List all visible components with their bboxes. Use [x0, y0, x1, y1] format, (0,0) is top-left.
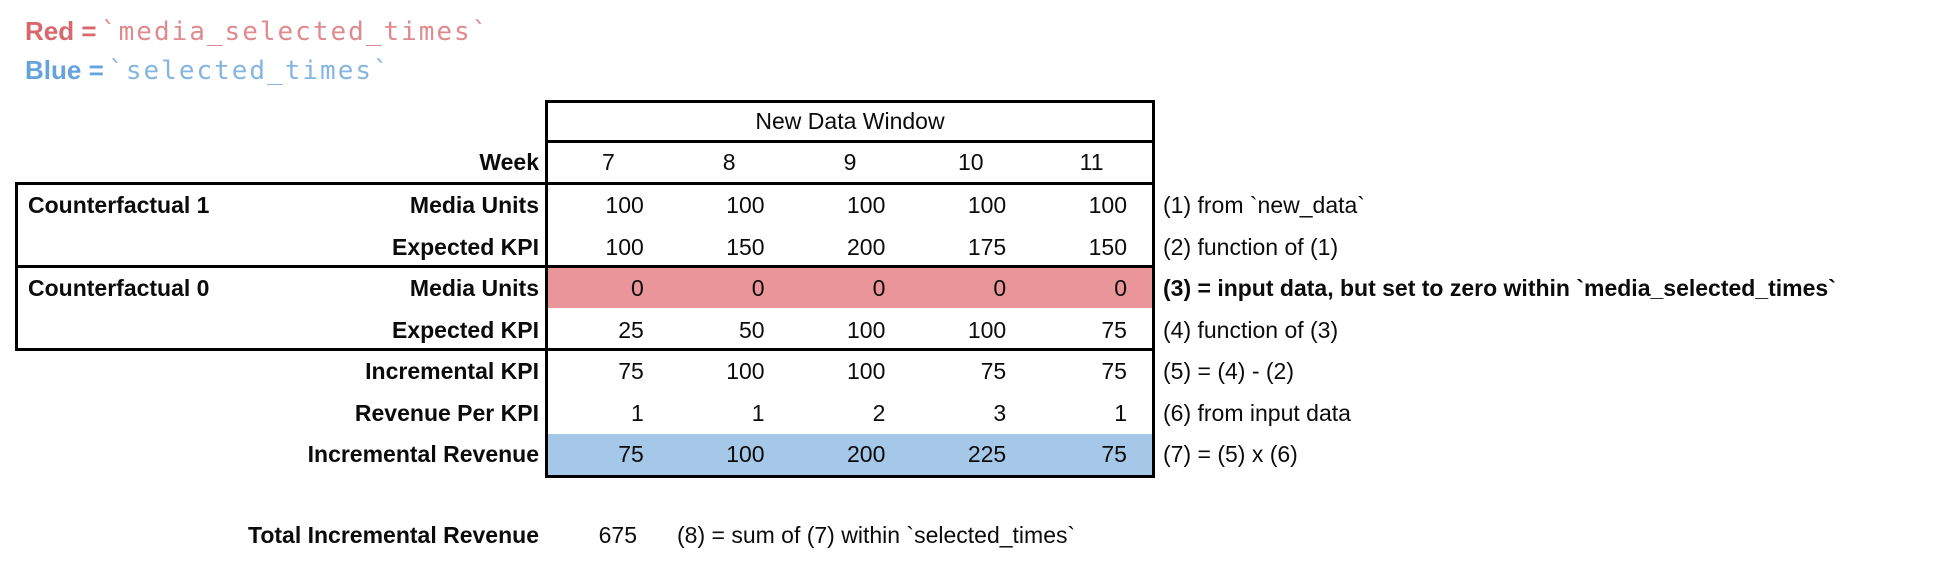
row-label: Expected KPI	[392, 234, 539, 260]
group-label-counterfactual-0: Counterfactual 0	[28, 275, 210, 301]
total-value: 675	[598, 522, 637, 548]
row-label: Media Units	[409, 275, 539, 301]
value-cell: 150	[1088, 234, 1127, 260]
value-cell: 100	[1088, 192, 1127, 218]
value-cell: 25	[618, 317, 644, 343]
week-label: Week	[479, 149, 539, 175]
value-cell: 100	[967, 317, 1007, 343]
value-cell: 75	[980, 358, 1007, 384]
value-cell: 1	[751, 400, 765, 426]
counterfactual-0-box	[15, 265, 548, 351]
line-between-counterfactuals	[545, 265, 1155, 268]
row-values: 1 1 2 3 1	[548, 392, 1152, 434]
table-row-cf0-media-units: Counterfactual 0 Media Units 0 0 0 0 0 (…	[0, 268, 1960, 309]
value-cell: 1	[1114, 400, 1127, 426]
value-cell: 75	[1101, 441, 1127, 467]
table-row-cf0-expected-kpi: Expected KPI 25 50 100 100 75 (4) functi…	[0, 309, 1960, 351]
week-numbers: 7 8 9 10 11	[548, 143, 1152, 182]
red-highlight-band	[548, 268, 1152, 308]
value-cell: 75	[618, 358, 644, 384]
value-cell: 200	[847, 441, 886, 467]
value-cell: 75	[618, 441, 644, 467]
total-annotation: (8) = sum of (7) within `selected_times`	[677, 522, 1076, 548]
week-cell: 8	[722, 149, 736, 175]
new-data-window-header: New Data Window	[755, 108, 945, 134]
total-label: Total Incremental Revenue	[248, 522, 539, 548]
row-annotation: (1) from `new_data`	[1163, 192, 1365, 218]
table-row-incremental-revenue: Incremental Revenue 75 100 200 225 75 (7…	[0, 434, 1960, 475]
total-row: Total Incremental Revenue 675 (8) = sum …	[0, 514, 1960, 556]
row-values-blue-highlight: 75 100 200 225 75	[548, 434, 1152, 475]
value-cell: 100	[726, 192, 765, 218]
row-annotation: (7) = (5) x (6)	[1163, 441, 1298, 467]
row-label: Incremental KPI	[365, 358, 539, 384]
value-cell: 50	[739, 317, 765, 343]
row-values: 100 100 100 100 100	[548, 185, 1152, 226]
row-label: Expected KPI	[392, 317, 539, 343]
value-cell: 3	[993, 400, 1007, 426]
value-cell: 2	[872, 400, 886, 426]
value-cell: 100	[847, 192, 886, 218]
value-cell: 100	[847, 358, 886, 384]
value-cell: 100	[605, 234, 644, 260]
value-cell: 75	[1101, 317, 1127, 343]
value-cell: 100	[847, 317, 886, 343]
week-cell: 10	[957, 149, 984, 175]
line-below-week-row	[545, 182, 1155, 185]
row-values: 25 50 100 100 75	[548, 309, 1152, 351]
row-annotation: (6) from input data	[1163, 400, 1351, 426]
value-cell: 225	[967, 441, 1007, 467]
row-annotation: (5) = (4) - (2)	[1163, 358, 1294, 384]
row-annotation: (3) = input data, but set to zero within…	[1163, 275, 1836, 301]
value-cell: 0	[1114, 275, 1127, 301]
value-cell: 150	[726, 234, 765, 260]
value-cell: 0	[872, 275, 886, 301]
value-cell: 75	[1101, 358, 1127, 384]
row-label: Incremental Revenue	[307, 441, 539, 467]
blue-highlight-band	[548, 434, 1152, 475]
value-cell: 0	[993, 275, 1007, 301]
legend-blue-code: `selected_times`	[108, 56, 391, 86]
table-row-revenue-per-kpi: Revenue Per KPI 1 1 2 3 1 (6) from input…	[0, 392, 1960, 434]
table-row-cf1-media-units: Counterfactual 1 Media Units 100 100 100…	[0, 185, 1960, 226]
row-values-red-highlight: 0 0 0 0 0	[548, 268, 1152, 309]
row-values: 75 100 100 75 75	[548, 351, 1152, 392]
value-cell: 100	[967, 192, 1007, 218]
value-cell: 100	[726, 358, 765, 384]
row-values: 100 150 200 175 150	[548, 226, 1152, 268]
week-header-row: Week 7 8 9 10 11	[0, 143, 1960, 182]
row-annotation: (2) function of (1)	[1163, 234, 1339, 260]
table-row-cf1-expected-kpi: Expected KPI 100 150 200 175 150 (2) fun…	[0, 226, 1960, 268]
value-cell: 100	[726, 441, 765, 467]
row-annotation: (4) function of (3)	[1163, 317, 1339, 343]
week-cell: 9	[843, 149, 857, 175]
row-label: Media Units	[409, 192, 539, 218]
legend-blue-line: Blue = `selected_times`	[25, 55, 391, 86]
legend-red-code: `media_selected_times`	[100, 17, 490, 47]
line-below-window-header	[545, 140, 1155, 143]
value-cell: 100	[605, 192, 644, 218]
legend-blue-label: Blue =	[25, 55, 104, 85]
row-label: Revenue Per KPI	[354, 400, 539, 426]
week-cell: 7	[602, 149, 615, 175]
legend-red-label: Red =	[25, 16, 97, 46]
line-below-counterfactual-0	[545, 348, 1155, 351]
value-cell: 0	[751, 275, 765, 301]
legend-red-line: Red = `media_selected_times`	[25, 16, 489, 47]
value-cell: 200	[847, 234, 886, 260]
table-row-incremental-kpi: Incremental KPI 75 100 100 75 75 (5) = (…	[0, 351, 1960, 392]
value-cell: 175	[967, 234, 1007, 260]
group-label-counterfactual-1: Counterfactual 1	[28, 192, 210, 218]
value-cell: 0	[631, 275, 644, 301]
value-cell: 1	[631, 400, 644, 426]
week-cell: 11	[1079, 149, 1104, 175]
